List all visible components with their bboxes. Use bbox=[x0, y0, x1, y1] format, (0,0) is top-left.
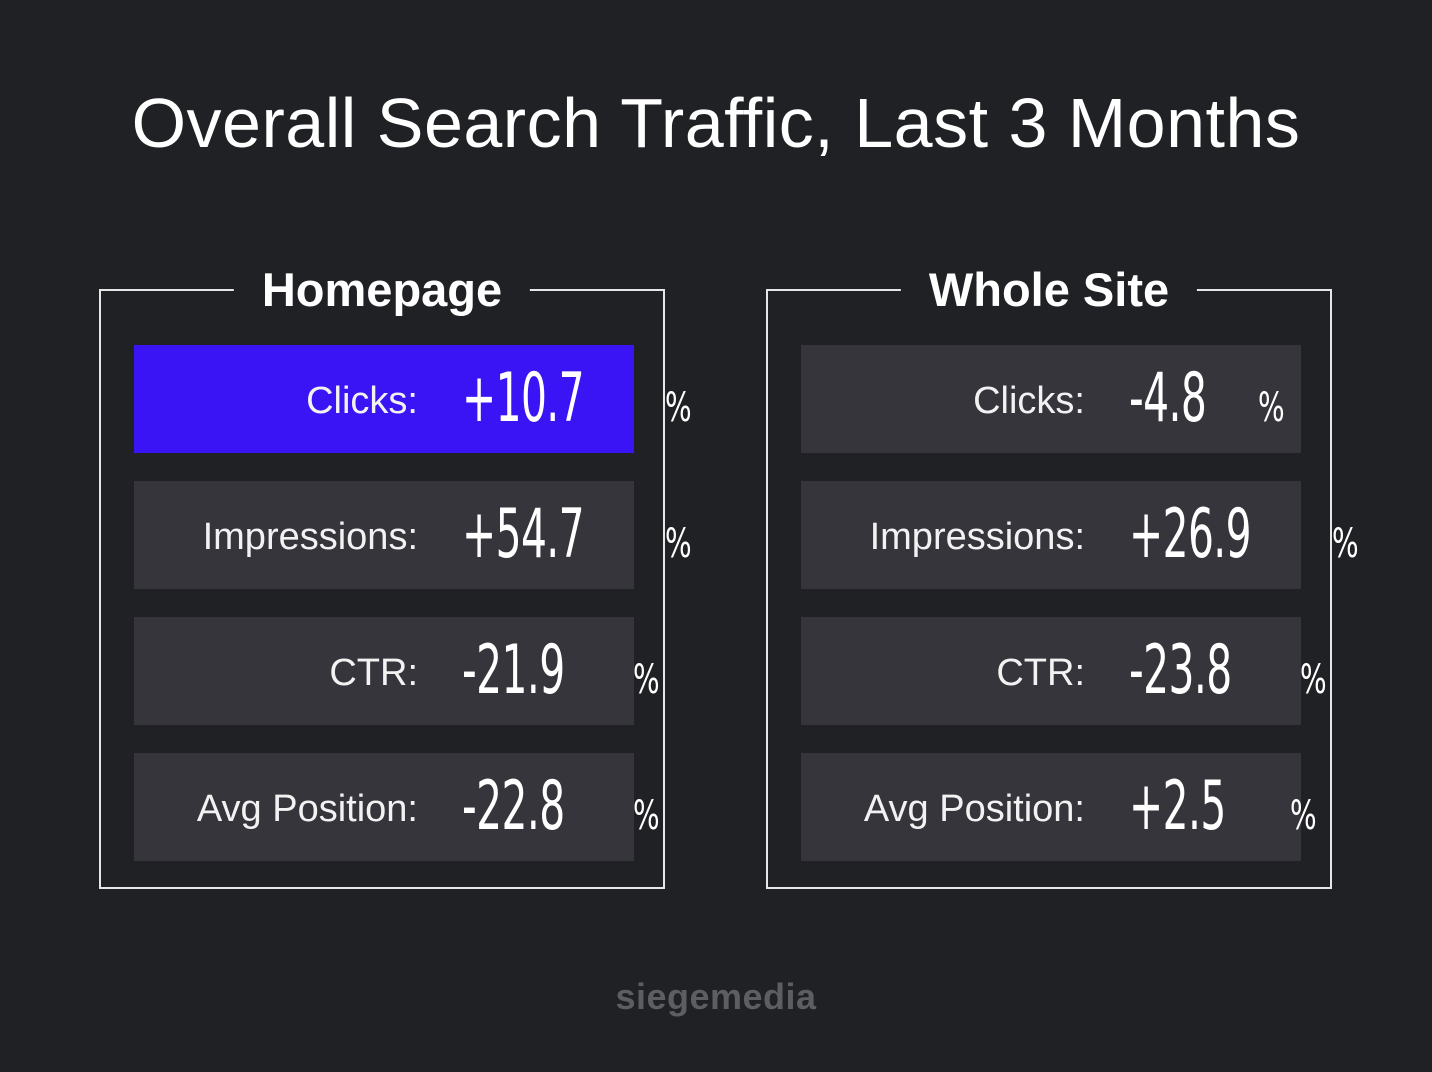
value-unit: % bbox=[1299, 657, 1327, 703]
whole-site-row-ctr: CTR: -23.8% bbox=[801, 617, 1327, 725]
value-number: +54.7 bbox=[462, 495, 585, 574]
homepage-panel: Homepage Clicks: +10.7% Impressions: +54… bbox=[99, 255, 692, 889]
row-value: +26.9% bbox=[1129, 481, 1370, 589]
value-unit: % bbox=[1257, 385, 1285, 431]
homepage-row-ctr: CTR: -21.9% bbox=[134, 617, 660, 725]
row-value: +10.7% bbox=[462, 345, 703, 453]
value-unit: % bbox=[665, 385, 693, 431]
row-value: -21.9% bbox=[462, 617, 671, 725]
row-label: CTR: bbox=[329, 652, 418, 694]
whole-site-heading: Whole Site bbox=[900, 255, 1198, 325]
value-number: -21.9 bbox=[462, 631, 565, 710]
row-label: Avg Position: bbox=[863, 788, 1085, 830]
row-label: Clicks: bbox=[973, 380, 1085, 422]
homepage-row-avg-position: Avg Position: -22.8% bbox=[134, 753, 660, 861]
row-label: CTR: bbox=[996, 652, 1085, 694]
value-number: +26.9 bbox=[1129, 495, 1252, 574]
value-unit: % bbox=[632, 793, 660, 839]
whole-site-panel: Whole Site Clicks: -4.8% Impressions: +2… bbox=[766, 255, 1359, 889]
whole-site-row-avg-position: Avg Position: +2.5% bbox=[801, 753, 1317, 861]
whole-site-row-impressions: Impressions: +26.9% bbox=[801, 481, 1359, 589]
row-label: Impressions: bbox=[202, 516, 418, 558]
row-value: +54.7% bbox=[462, 481, 703, 589]
value-number: -22.8 bbox=[462, 767, 565, 846]
brand-logo: siegemedia bbox=[615, 976, 817, 1017]
row-value: -23.8% bbox=[1129, 617, 1338, 725]
row-value: -22.8% bbox=[462, 753, 671, 861]
chart-title: Overall Search Traffic, Last 3 Months bbox=[131, 84, 1301, 162]
whole-site-row-clicks: Clicks: -4.8% bbox=[801, 345, 1301, 453]
value-number: +2.5 bbox=[1129, 767, 1226, 846]
value-unit: % bbox=[1290, 793, 1317, 839]
row-label: Impressions: bbox=[869, 516, 1085, 558]
value-number: +10.7 bbox=[462, 359, 585, 438]
value-unit: % bbox=[665, 521, 693, 567]
value-number: -4.8 bbox=[1129, 359, 1207, 438]
value-number: -23.8 bbox=[1129, 631, 1232, 710]
homepage-heading: Homepage bbox=[233, 255, 531, 325]
row-label: Avg Position: bbox=[196, 788, 418, 830]
homepage-row-clicks: Clicks: +10.7% bbox=[134, 345, 692, 453]
row-label: Clicks: bbox=[306, 380, 418, 422]
value-unit: % bbox=[632, 657, 660, 703]
homepage-row-impressions: Impressions: +54.7% bbox=[134, 481, 692, 589]
row-value: -4.8% bbox=[1129, 345, 1296, 453]
row-value: +2.5% bbox=[1129, 753, 1328, 861]
value-unit: % bbox=[1332, 521, 1360, 567]
